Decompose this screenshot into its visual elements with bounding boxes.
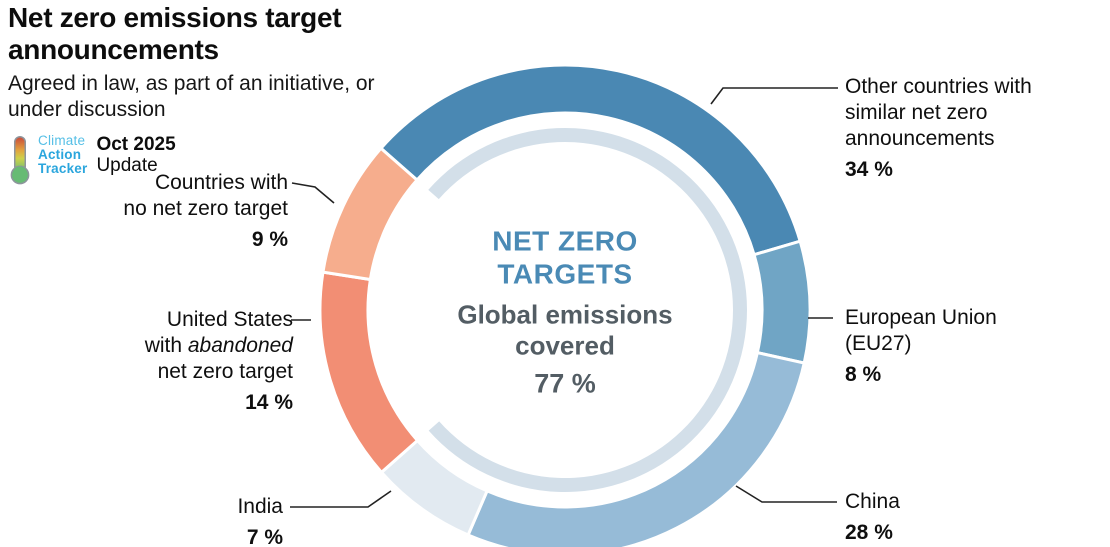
segment-label-other-countries: Other countries with similar net zero anno… — [845, 74, 1032, 183]
coverage-arc — [428, 128, 747, 493]
chart-subtitle: Agreed in law, as part of an initiative,… — [8, 71, 528, 123]
segment-percent-no-net-zero-target: 9 % — [251, 228, 288, 251]
segment-label-no-net-zero-target: Countries with no net zero target 9 % — [123, 170, 288, 253]
segment-label-line: (EU27) — [845, 332, 912, 355]
segment-label-line: similar net zero — [845, 101, 988, 124]
page-title: Net zero emissions target announcements — [8, 2, 342, 65]
segment-label-line: United States — [166, 308, 293, 331]
update-word: Update — [96, 155, 158, 176]
segment-label-line: Countries with — [154, 171, 288, 194]
center-title-line-2: TARGETS — [497, 258, 633, 290]
segment-label-line: with abandoned — [144, 334, 293, 357]
header: Net zero emissions target announcements … — [8, 0, 528, 185]
brand-line-tracker: Tracker — [38, 161, 88, 176]
segment-label-china: China 28 % — [845, 489, 900, 546]
subtitle-line-2: under discussion — [8, 98, 166, 121]
segment-label-european-union: European Union (EU27) 8 % — [845, 305, 997, 388]
leader-line-other-countries — [710, 87, 838, 105]
subtitle-line-1: Agreed in law, as part of an initiative,… — [8, 72, 375, 95]
segment-label-line: China — [845, 490, 900, 513]
segment-percent-india: 7 % — [246, 526, 283, 547]
segment-label-line: net zero target — [157, 360, 293, 383]
segment-label-line: announcements — [845, 127, 995, 150]
pie-segment-european-union — [752, 239, 812, 365]
segment-label-united-states: United States with abandoned net zero targ… — [145, 307, 293, 416]
segment-label-india: India 7 % — [237, 494, 283, 547]
thermometer-icon — [10, 136, 30, 185]
segment-percent-european-union: 8 % — [845, 363, 882, 386]
center-subtitle-line-1: Global emissions — [457, 299, 673, 330]
pie-segment-no-net-zero-target — [321, 146, 420, 282]
segment-label-line: European Union — [845, 306, 997, 329]
leader-line-india — [290, 490, 392, 508]
segment-label-line: India — [237, 495, 283, 518]
center-value: 77 % — [534, 368, 596, 399]
center-subtitle-line-2: covered — [515, 330, 615, 361]
pie-segment-other-countries — [378, 63, 803, 257]
leader-line-china — [735, 485, 837, 503]
segment-label-line: no net zero target — [123, 197, 288, 220]
brand-line-action: Action — [38, 147, 82, 162]
center-title-line-1: NET ZERO — [492, 225, 638, 257]
update-date: Oct 2025 — [96, 134, 176, 155]
brand-wordmark: Climate Action Tracker — [38, 134, 87, 176]
climate-action-tracker-logo: Climate Action Tracker Oct 2025 Update — [8, 134, 528, 185]
segment-label-line: Other countries with — [845, 75, 1032, 98]
update-stamp: Oct 2025 Update — [96, 134, 175, 176]
leader-line-no-net-zero-target — [291, 182, 335, 204]
segment-percent-china: 28 % — [845, 521, 893, 544]
segment-percent-other-countries: 34 % — [845, 158, 893, 181]
segment-percent-united-states: 14 % — [245, 391, 293, 414]
brand-line-climate: Climate — [38, 133, 86, 148]
donut-center-label: NET ZERO TARGETS Global emissions covere… — [400, 225, 730, 400]
